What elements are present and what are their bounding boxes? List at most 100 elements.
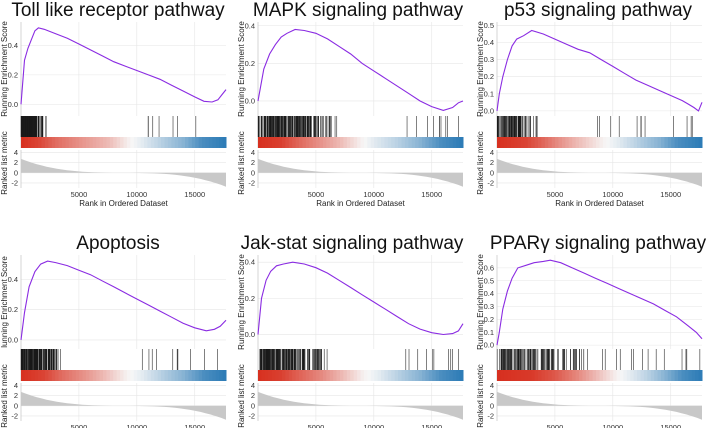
heat-segment: [38, 370, 42, 381]
heat-segment: [585, 370, 590, 381]
heat-segment: [79, 137, 83, 148]
heat-segment: [415, 370, 420, 381]
heat-segment: [510, 370, 515, 381]
heat-segment: [500, 370, 505, 381]
heat-segment: [353, 370, 358, 381]
es-ytick-label: 0.3: [484, 302, 494, 311]
heat-segment: [275, 370, 279, 381]
heat-segment: [215, 137, 220, 148]
metric-ytick-label: 0: [251, 168, 255, 177]
heat-segment: [126, 137, 131, 148]
heat-segment: [82, 137, 87, 148]
heat-segment: [558, 137, 563, 148]
es-ytick-label: 0.4: [484, 289, 494, 298]
metric-ytick-label: 2: [490, 391, 494, 400]
heat-segment: [698, 370, 703, 381]
heat-segment: [387, 370, 392, 381]
es-ytick-label: 0.1: [484, 89, 494, 98]
metric-ytick-label: -2: [487, 178, 494, 187]
rank-heatbar: [258, 137, 464, 148]
heat-segment: [258, 370, 262, 381]
heat-segment: [326, 137, 331, 148]
heat-segment: [428, 370, 433, 381]
heat-segment: [415, 137, 420, 148]
heat-segment: [633, 137, 638, 148]
heat-segment: [55, 370, 60, 381]
metric-ytick-label: 0: [490, 401, 494, 410]
heat-segment: [538, 137, 542, 148]
heat-segment: [212, 370, 217, 381]
heat-segment: [31, 137, 36, 148]
heat-segment: [452, 137, 457, 148]
ranked-metric-area: [497, 158, 702, 187]
heat-segment: [188, 137, 193, 148]
heat-segment: [497, 370, 501, 381]
heat-segment: [103, 370, 107, 381]
heat-segment: [44, 137, 49, 148]
es-ytick-label: 0.3: [484, 55, 494, 64]
heat-segment: [202, 370, 206, 381]
heat-segment: [205, 137, 210, 148]
heat-segment: [336, 137, 341, 148]
heat-segment: [503, 137, 508, 148]
heat-segment: [667, 137, 672, 148]
metric-ytick-label: 4: [251, 148, 255, 157]
heat-segment: [579, 137, 583, 148]
heat-segment: [329, 137, 334, 148]
heat-segment: [31, 370, 36, 381]
heat-segment: [575, 370, 580, 381]
heat-segment: [650, 137, 655, 148]
heat-segment: [555, 137, 559, 148]
heat-segment: [616, 137, 621, 148]
heat-segment: [329, 370, 334, 381]
es-ytick-label: 0.4: [8, 41, 18, 50]
heat-segment: [89, 137, 94, 148]
heat-segment: [340, 137, 344, 148]
heat-segment: [384, 370, 389, 381]
heat-segment: [664, 370, 669, 381]
heat-segment: [674, 137, 679, 148]
heat-segment: [548, 137, 553, 148]
heat-segment: [302, 137, 307, 148]
heat-segment: [408, 370, 413, 381]
heat-segment: [661, 137, 665, 148]
heat-segment: [363, 137, 368, 148]
heat-segment: [531, 370, 536, 381]
heat-segment: [404, 370, 409, 381]
heat-segment: [75, 370, 80, 381]
heat-segment: [657, 370, 662, 381]
heat-segment: [599, 137, 604, 148]
heat-segment: [333, 137, 338, 148]
heat-segment: [452, 370, 457, 381]
metric-ytick-label: 4: [14, 381, 18, 390]
es-ylabel: Running Enrichment Score: [476, 21, 485, 117]
heat-segment: [637, 137, 641, 148]
heat-segment: [258, 137, 262, 148]
heat-segment: [271, 370, 276, 381]
xtick-label: 10000: [602, 190, 623, 199]
heat-segment: [171, 137, 176, 148]
gene-hit-ticks: [20, 116, 197, 137]
heat-segment: [144, 370, 148, 381]
gene-hit-ticks: [257, 116, 459, 137]
heat-segment: [208, 137, 213, 148]
heat-segment: [208, 370, 213, 381]
heat-segment: [154, 137, 159, 148]
ranked-metric-area: [21, 391, 226, 420]
es-ylabel: lunning Enrichment Score: [0, 256, 9, 348]
heat-segment: [367, 370, 372, 381]
heat-segment: [408, 137, 413, 148]
heat-segment: [681, 137, 686, 148]
heat-segment: [517, 137, 522, 148]
heat-segment: [411, 137, 416, 148]
heat-segment: [268, 370, 273, 381]
xtick-label: 15000: [184, 423, 205, 428]
heat-segment: [394, 370, 399, 381]
heat-segment: [654, 370, 659, 381]
heat-segment: [322, 137, 327, 148]
metric-ytick-label: 2: [251, 158, 255, 167]
metric-ytick-label: -2: [248, 178, 255, 187]
heat-segment: [68, 137, 73, 148]
